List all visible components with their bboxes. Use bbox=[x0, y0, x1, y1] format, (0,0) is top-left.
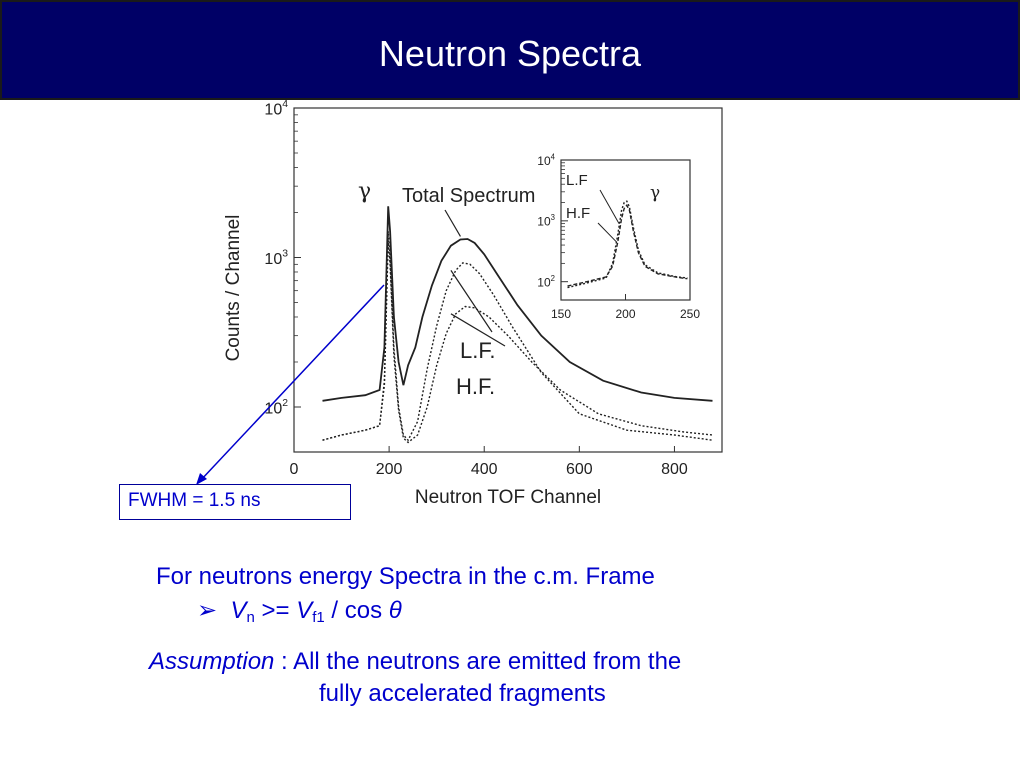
cos-text: / cos bbox=[324, 597, 389, 624]
vn-symbol: V bbox=[230, 597, 247, 624]
inset-plot-frame bbox=[560, 159, 691, 301]
main-hf-pointer bbox=[450, 313, 506, 347]
main-lf-annotation: L.F. bbox=[460, 338, 495, 363]
main-total-spectrum-annotation: Total Spectrum bbox=[402, 185, 535, 207]
main-gamma-annotation: γ bbox=[358, 179, 371, 204]
vf1-subscript: f1 bbox=[312, 609, 325, 626]
fwhm-label: FWHM = 1.5 ns bbox=[128, 490, 261, 511]
inset-x-tick-label: 250 bbox=[680, 307, 700, 321]
inset-gamma-annotation: γ bbox=[650, 183, 660, 203]
fwhm-label-box: FWHM = 1.5 ns bbox=[119, 484, 351, 520]
main-x-axis-label: Neutron TOF Channel bbox=[415, 487, 601, 508]
main-lf-pointer bbox=[450, 270, 493, 333]
inset-series-hf bbox=[567, 204, 688, 287]
main-total-pointer bbox=[444, 209, 461, 237]
main-y-tick-label: 104 bbox=[264, 99, 288, 118]
main-x-tick-label: 0 bbox=[290, 461, 299, 478]
title-bar: Neutron Spectra bbox=[0, 0, 1020, 100]
main-y-axis-label: Counts / Channel bbox=[223, 215, 244, 362]
main-y-tick-label: 103 bbox=[264, 249, 288, 268]
main-series-hf bbox=[322, 240, 713, 444]
main-x-tick-label: 200 bbox=[376, 461, 403, 478]
inset-lf-pointer bbox=[599, 189, 620, 224]
inset-x-tick-label: 150 bbox=[551, 307, 571, 321]
fwhm-pointer-arrow bbox=[199, 284, 385, 482]
velocity-relation: ➢ Vn >= Vf1 / cos θ bbox=[197, 596, 402, 626]
inset-y-tick-label: 104 bbox=[537, 152, 555, 167]
main-hf-annotation: H.F. bbox=[456, 374, 495, 399]
vf1-symbol: V bbox=[296, 597, 313, 624]
inset-y-tick-label: 102 bbox=[537, 274, 555, 289]
assumption-continuation: fully accelerated fragments bbox=[319, 680, 606, 707]
inset-x-tick-label: 200 bbox=[615, 307, 635, 321]
inset-lf-annotation: L.F bbox=[566, 172, 588, 189]
main-x-tick-label: 800 bbox=[661, 461, 688, 478]
fwhm-arrowhead bbox=[196, 473, 207, 485]
assumption-label: Assumption bbox=[149, 648, 275, 675]
main-x-tick-label: 400 bbox=[471, 461, 498, 478]
main-series-totalspectrum bbox=[322, 206, 713, 402]
relation-operator: >= bbox=[254, 597, 297, 624]
inset-y-tick-label: 103 bbox=[537, 213, 555, 228]
inset-hf-pointer bbox=[597, 222, 617, 243]
main-y-tick-label: 102 bbox=[264, 398, 288, 417]
inset-chart: 150 200 250 102 103 104 L.F H.F γ bbox=[537, 152, 700, 321]
frame-description: For neutrons energy Spectra in the c.m. … bbox=[156, 563, 655, 590]
assumption-line: Assumption : All the neutrons are emitte… bbox=[149, 648, 681, 676]
vn-subscript: n bbox=[246, 609, 255, 626]
assumption-text: : All the neutrons are emitted from the bbox=[274, 648, 682, 675]
main-x-tick-label: 600 bbox=[566, 461, 593, 478]
slide-title: Neutron Spectra bbox=[378, 33, 642, 74]
inset-hf-annotation: H.F bbox=[566, 205, 590, 222]
bullet-arrow-icon: ➢ bbox=[197, 597, 218, 624]
theta-symbol: θ bbox=[388, 597, 402, 624]
